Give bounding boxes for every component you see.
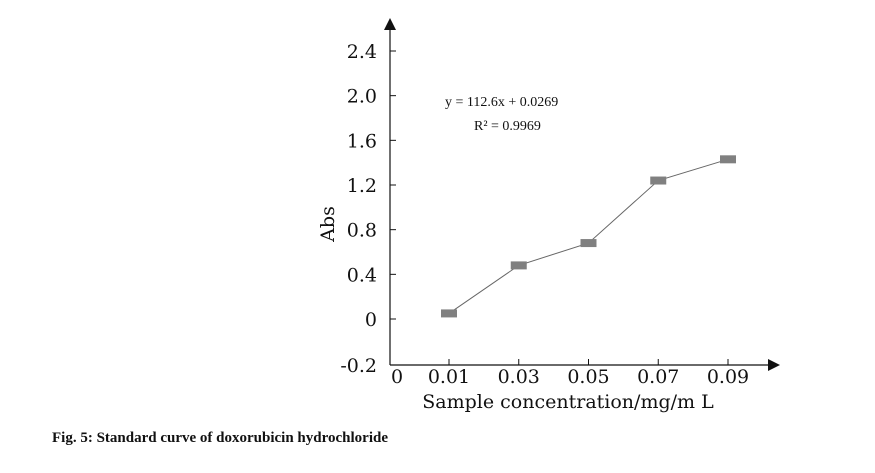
data-point [580,239,597,248]
regression-equation: y = 112.6x + 0.0269 [445,95,558,110]
x-tick-label: 0.07 [637,366,679,388]
data-point [441,309,457,318]
y-tick-label: 2.0 [347,86,377,108]
y-axis-label: Abs [317,206,339,243]
tick-labels: -0.2 0 0.4 0.8 1.2 1.6 2.0 2.4 0 0.01 0.03 0.05 0.07… [340,41,749,388]
y-tick-label: 1.6 [347,130,377,152]
y-tick-label: 0.4 [347,264,377,286]
data-point [510,261,527,270]
x-tick-label: 0.03 [498,366,540,388]
x-axis-label: Sample concentration/mg/m L [422,391,714,413]
data-point [720,155,736,164]
data-series [441,155,736,318]
axes [384,18,780,371]
figure-caption: Fig. 5: Standard curve of doxorubicin hy… [52,430,388,446]
y-tick-label: 2.4 [347,41,377,63]
data-point [650,176,667,185]
r-squared-value: R² = 0.9969 [474,119,541,134]
x-tick-label: 0 [391,366,403,388]
x-tick-label: 0.09 [707,366,749,388]
y-tick-label: 0 [365,309,377,331]
y-tick-label: 1.2 [347,175,377,197]
x-axis-arrow [768,359,780,371]
y-axis-arrow [384,18,396,30]
series-line [448,158,729,314]
y-tick-label: 0.8 [347,220,377,242]
x-tick-label: 0.05 [567,366,609,388]
x-tick-label: 0.01 [428,366,470,388]
y-tick-label: -0.2 [340,355,377,377]
